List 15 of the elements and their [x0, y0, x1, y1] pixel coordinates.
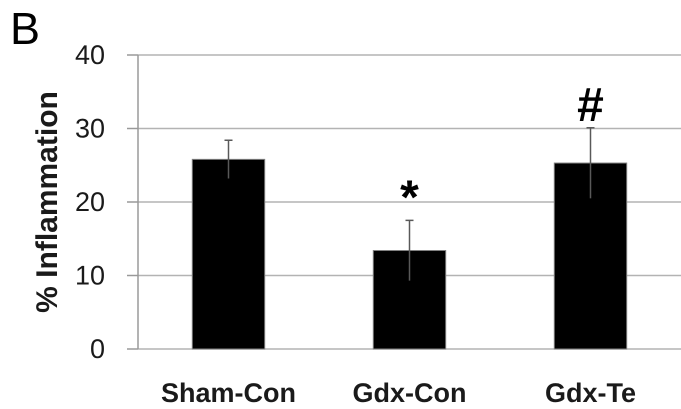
y-tick-label: 30 [74, 114, 105, 144]
y-axis-title: % Inflammation [31, 91, 64, 313]
annotation: * [400, 171, 420, 224]
x-tick-label: Gdx-Te [544, 378, 636, 408]
text: B [10, 3, 40, 54]
y-tick-label: 20 [74, 187, 105, 217]
x-tick-label: Sham-Con [161, 378, 296, 408]
x-tick-label: Gdx-Con [352, 378, 466, 408]
bar [372, 250, 446, 350]
y-tick-label: 40 [74, 40, 105, 70]
bar [554, 162, 628, 350]
annotation: # [577, 78, 604, 132]
y-tick-label: 10 [74, 260, 105, 290]
bar [192, 158, 266, 350]
y-tick-label: 0 [90, 334, 105, 364]
